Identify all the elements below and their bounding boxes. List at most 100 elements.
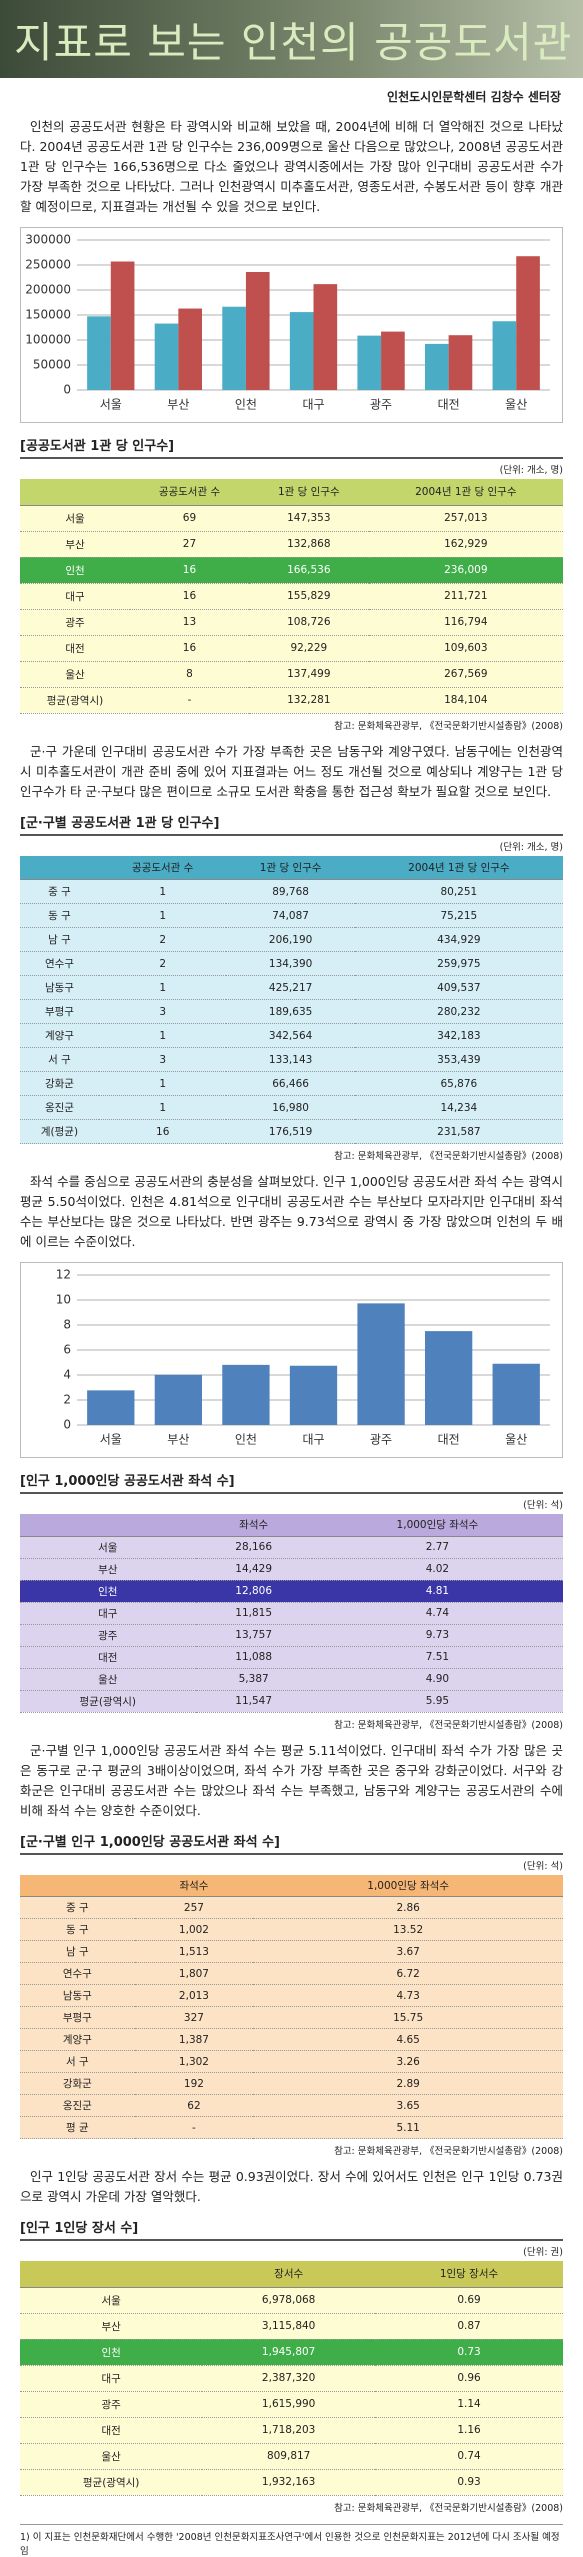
table-cell: 147,353 [248, 505, 369, 532]
table-cell: 13,757 [195, 1624, 312, 1647]
table-cell: 서 구 [20, 2050, 135, 2073]
table-row: 대전 16 92,229 109,603 [20, 635, 563, 662]
table-cell: 인천 [20, 2339, 203, 2366]
table-cell: 80,251 [354, 879, 563, 904]
table-cell: 1,302 [134, 2050, 254, 2073]
header-cell [20, 2261, 203, 2288]
table-cell: 133,143 [226, 1047, 355, 1072]
table-unit: (단위: 석) [523, 1860, 563, 1872]
table-cell: 대전 [20, 1646, 196, 1669]
table-source: 참고: 문화체육관광부, 《전국문화기반시설총람》(2008) [334, 1151, 563, 1162]
table-row: 대전 1,718,203 1.16 [20, 2417, 563, 2444]
table-cell: 0.69 [375, 2287, 563, 2314]
table-row: 부평구 3 189,635 280,232 [20, 999, 563, 1024]
bar [87, 316, 111, 390]
table-cell: 116,794 [368, 609, 563, 636]
bar [448, 335, 473, 390]
page-title: 지표로 보는 인천의 공공도서관 [14, 17, 573, 67]
table-cell: 4.02 [311, 1558, 563, 1581]
table-cell: 계(평균) [20, 1119, 99, 1144]
header-cell [20, 479, 130, 506]
table-row: 광주 13,757 9.73 [20, 1624, 563, 1647]
table-cell: 광주 [20, 2391, 203, 2418]
table-cell: 109,603 [368, 635, 563, 662]
bar [87, 1390, 135, 1425]
header-cell: 1,000인당 좌석수 [253, 1874, 563, 1897]
table-cell: 74,087 [226, 903, 355, 928]
table-cell: 15.75 [253, 2006, 563, 2029]
bar [222, 1364, 270, 1425]
table-cell: 3 [98, 1047, 227, 1072]
table-row: 부산 3,115,840 0.87 [20, 2313, 563, 2340]
table-cell: 1 [98, 1071, 227, 1096]
data-table: 공공도서관 수 1관 당 인구수 2004년 1관 당 인구수 중 구 1 89,768 8… [20, 855, 563, 1144]
x-tick-label: 울산 [505, 398, 527, 412]
y-tick-label: 12 [56, 1268, 71, 1282]
paragraph: 인구 1인당 공공도서관 장서 수는 평균 0.93권이었다. 장서 수에 있어… [20, 2169, 563, 2204]
table-source: 참고: 문화체육관광부, 《전국문화기반시설총람》(2008) [334, 2502, 563, 2514]
header-cell [20, 1514, 196, 1537]
table-unit: (단위: 권) [523, 2247, 563, 2258]
table-cell: 0.93 [375, 2469, 563, 2496]
table-cell: 대전 [20, 2417, 203, 2444]
table-cell: 16 [98, 1119, 227, 1144]
table-cell: 137,499 [248, 661, 369, 688]
table-cell: 134,390 [226, 951, 355, 976]
table-cell: 대전 [20, 635, 130, 662]
table-cell: 2.77 [311, 1536, 563, 1559]
x-tick-label: 대구 [302, 398, 324, 412]
y-tick-label: 10 [56, 1293, 71, 1307]
table-cell: 남 구 [20, 927, 99, 952]
table-cell: 3.67 [253, 1940, 563, 1963]
y-tick-label: 300000 [25, 233, 71, 247]
bar [313, 284, 338, 390]
table-cell: 132,281 [248, 687, 369, 714]
table-cell: 부산 [20, 2313, 203, 2340]
table-cell: 434,929 [354, 927, 563, 952]
table-title: [군·구별 공공도서관 1관 당 인구수] [20, 812, 563, 836]
table-cell: 14,234 [354, 1095, 563, 1120]
table-unit: (단위: 개소, 명) [499, 841, 563, 853]
table-cell: 11,547 [195, 1690, 312, 1713]
table-cell: 16 [129, 635, 249, 662]
table-row: 연수구 2 134,390 259,975 [20, 951, 563, 976]
table-cell: 184,104 [368, 687, 563, 714]
paragraph: 군·구별 인구 1,000인당 공공도서관 좌석 수는 평균 5.11석이었다.… [20, 1742, 563, 1818]
table-cell: 11,088 [195, 1646, 312, 1669]
table-cell: 69 [129, 505, 249, 532]
header-cell: 1관 당 인구수 [248, 479, 369, 506]
table-cell: 광주 [20, 609, 130, 636]
table-row: 옹진군 62 3.65 [20, 2094, 563, 2117]
table-row: 울산 5,387 4.90 [20, 1668, 563, 1691]
table-cell: 2,013 [134, 1984, 254, 2007]
table-row: 울산 809,817 0.74 [20, 2443, 563, 2470]
bar [222, 306, 246, 390]
table-cell: 서울 [20, 2287, 203, 2314]
x-tick-label: 광주 [370, 398, 392, 412]
table-cell: 1 [98, 879, 227, 904]
table-cell: 3.26 [253, 2050, 563, 2073]
table-cell: 1.14 [375, 2391, 563, 2418]
table-row: 서 구 1,302 3.26 [20, 2050, 563, 2073]
table-cell: 옹진군 [20, 2094, 135, 2117]
x-tick-label: 서울 [100, 1433, 122, 1447]
table-row: 남동구 2,013 4.73 [20, 1984, 563, 2007]
table-cell: 4.90 [311, 1668, 563, 1691]
table-cell: 인천 [20, 1580, 196, 1603]
bar [357, 335, 382, 390]
table-row: 옹진군 1 16,980 14,234 [20, 1095, 563, 1120]
table-row: 남 구 2 206,190 434,929 [20, 927, 563, 952]
header-cell: 장서수 [202, 2261, 376, 2288]
x-tick-label: 울산 [505, 1433, 527, 1447]
y-tick-label: 6 [63, 1343, 71, 1357]
table-row: 평균(광역시) 11,547 5.95 [20, 1690, 563, 1713]
table-cell: 259,975 [354, 951, 563, 976]
table-row: 대전 11,088 7.51 [20, 1646, 563, 1669]
table-cell: 342,183 [354, 1023, 563, 1048]
table-cell: 6.72 [253, 1962, 563, 1985]
table-cell: 257,013 [368, 505, 563, 532]
table-cell: 2.89 [253, 2072, 563, 2095]
table-cell: 서울 [20, 505, 130, 532]
table-cell: 16 [129, 557, 249, 584]
